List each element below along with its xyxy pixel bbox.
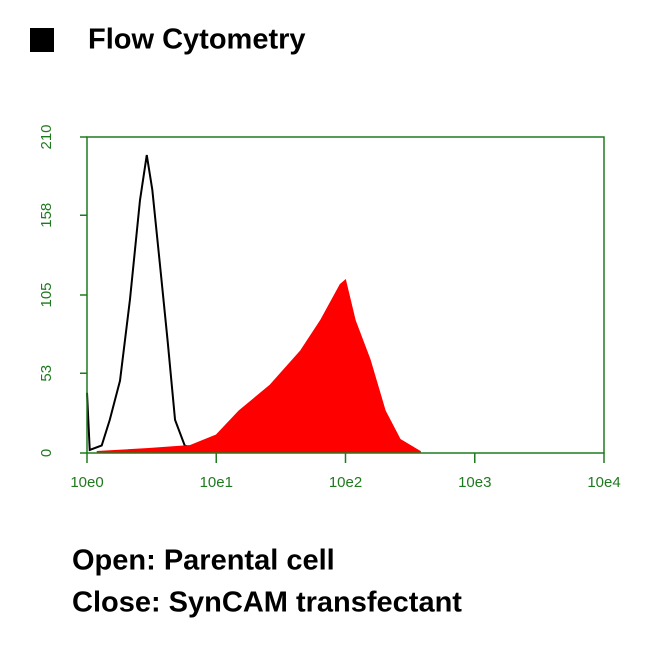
histogram-area	[96, 279, 421, 454]
y-tick-label: 0	[38, 449, 55, 457]
annotation: Close: SynCAM transfectant	[72, 587, 462, 619]
y-tick-label: 53	[38, 365, 55, 382]
title-icon	[30, 28, 54, 52]
x-tick-label: 10e4	[587, 474, 620, 491]
x-tick-label: 10e3	[458, 474, 491, 491]
chart-title: Flow Cytometry	[88, 24, 306, 56]
x-tick-label: 10e2	[329, 474, 362, 491]
x-tick-label: 10e1	[200, 474, 233, 491]
histogram-line	[86, 154, 201, 453]
y-tick-label: 158	[38, 203, 55, 228]
y-tick-label: 210	[38, 124, 55, 149]
y-tick-label: 105	[38, 282, 55, 307]
x-tick-label: 10e0	[70, 474, 103, 491]
annotation: Open: Parental cell	[72, 545, 335, 577]
